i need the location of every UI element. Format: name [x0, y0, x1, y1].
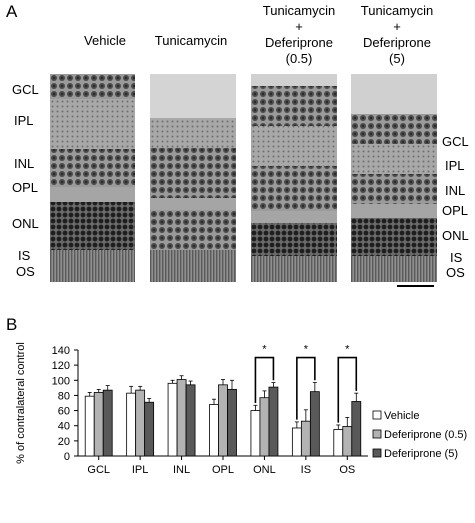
x-tick-label: OS [339, 464, 355, 476]
significance-bracket [337, 356, 358, 423]
column-title-line: + [295, 19, 303, 34]
right-layer-is: IS [450, 250, 463, 265]
legend-swatch [372, 410, 382, 420]
significance-bracket [296, 356, 316, 420]
column-title-line: + [393, 19, 401, 34]
panel-b-label: B [6, 315, 18, 334]
micrograph-tunicamycin [150, 74, 236, 282]
y-tick-label: 80 [58, 390, 70, 402]
micrograph-vehicle [50, 74, 135, 282]
x-tick-label: OPL [212, 464, 234, 476]
panel-a-label: A [6, 2, 18, 21]
legend-label: Deferiprone (0.5) [384, 429, 467, 441]
legend-label: Deferiprone (5) [384, 448, 458, 460]
bar [227, 388, 237, 457]
y-tick-label: 100 [52, 375, 70, 387]
left-layer-is: IS [18, 248, 31, 263]
right-layer-opl: OPL [442, 203, 469, 218]
bar [309, 391, 320, 457]
legend-label: Vehicle [384, 410, 419, 422]
micrograph-deferiprone-5 [351, 74, 437, 282]
left-layer-os: OS [16, 264, 35, 279]
column-title-tunicamycin: Tunicamycin [141, 33, 241, 49]
significance-star: * [262, 344, 267, 356]
left-layer-inl: INL [14, 156, 35, 171]
x-tick-label: IS [301, 464, 311, 476]
bar [268, 386, 279, 457]
bar [259, 397, 270, 457]
column-title-line: (0.5) [285, 51, 313, 66]
bar [250, 410, 261, 457]
y-tick-label: 120 [52, 360, 70, 372]
y-tick-label: 140 [52, 345, 70, 357]
left-layer-ipl: IPL [14, 113, 34, 128]
x-tick-label: ONL [253, 464, 276, 476]
bar [333, 429, 344, 457]
bar [84, 395, 95, 457]
y-axis-label: % of contralateral control [15, 342, 27, 464]
column-title-vehicle: Vehicle [55, 33, 155, 49]
legend-swatch [372, 429, 382, 439]
bar [209, 404, 219, 457]
column-title-line: (5) [389, 51, 405, 66]
right-layer-onl: ONL [442, 228, 469, 243]
bar [300, 420, 311, 457]
left-layer-onl: ONL [12, 216, 39, 231]
y-tick-label: 40 [58, 421, 70, 433]
bar [291, 427, 302, 457]
significance-star: * [304, 344, 309, 356]
legend-swatch [372, 448, 382, 458]
bar [185, 384, 196, 457]
y-tick-label: 60 [58, 406, 70, 418]
bar [176, 379, 187, 457]
column-title-deferiprone-0-5: Tunicamycin + Deferiprone (0.5) [244, 3, 354, 67]
y-tick-label: 20 [58, 436, 70, 448]
y-tick-label: 0 [64, 451, 70, 463]
left-layer-gcl: GCL [12, 82, 39, 97]
column-title-line: Tunicamycin [262, 3, 336, 18]
right-layer-os: OS [446, 265, 465, 280]
significance-bracket [254, 356, 275, 403]
left-layer-opl: OPL [12, 180, 39, 195]
bar [93, 392, 104, 457]
x-tick-label: INL [173, 464, 190, 476]
right-layer-inl: INL [445, 183, 466, 198]
scale-bar [397, 285, 434, 287]
bar [351, 401, 362, 457]
column-title-deferiprone-5: Tunicamycin + Deferiprone (5) [342, 3, 452, 67]
bar [167, 382, 178, 457]
x-tick-label: IPL [132, 464, 149, 476]
bar [218, 384, 228, 457]
column-title-line: Deferiprone [265, 35, 333, 50]
column-title-line: Tunicamycin [360, 3, 434, 18]
bar [126, 392, 137, 457]
column-title-line: Tunicamycin [154, 33, 228, 48]
bar [342, 426, 353, 457]
column-title-line: Vehicle [84, 33, 126, 48]
bar [135, 389, 146, 457]
bar [144, 401, 155, 457]
micrograph-deferiprone-0-5 [251, 74, 337, 282]
x-tick-label: GCL [87, 464, 110, 476]
column-title-line: Deferiprone [363, 35, 431, 50]
bar [102, 389, 113, 457]
significance-star: * [345, 344, 350, 356]
right-layer-ipl: IPL [445, 158, 465, 173]
right-layer-gcl: GCL [442, 134, 469, 149]
bar-chart: 0 20 40 60 80 100 120 140 % of contralateral con… [15, 342, 467, 476]
